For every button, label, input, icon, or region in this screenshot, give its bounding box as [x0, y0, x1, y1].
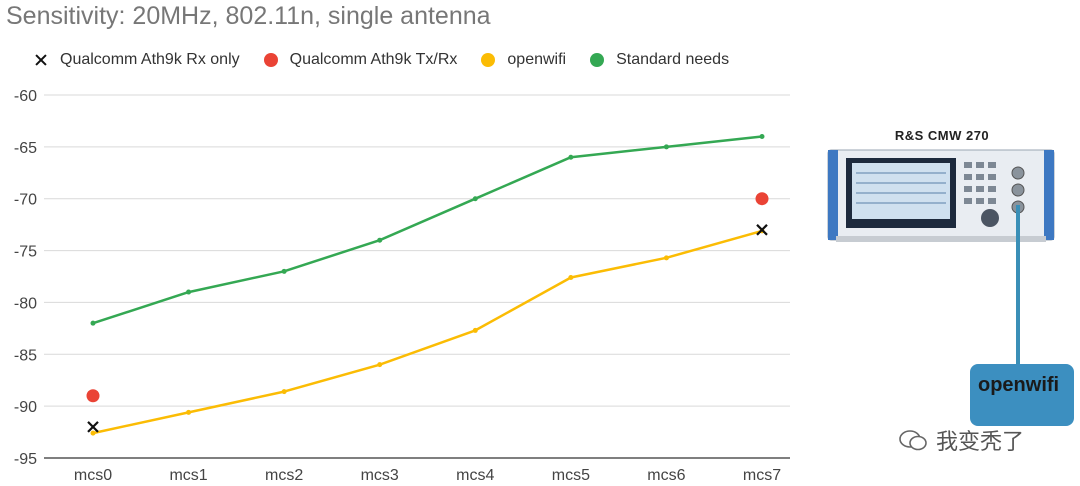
x-tick-label: mcs6	[647, 467, 685, 484]
legend: Qualcomm Ath9k Rx only Qualcomm Ath9k Tx…	[34, 50, 753, 70]
green-dot-icon	[590, 53, 605, 67]
data-point	[472, 327, 478, 333]
data-point	[377, 237, 383, 243]
watermark: 我变秃了	[898, 424, 1024, 456]
y-tick-label: -60	[14, 88, 37, 105]
x-tick-label: mcs1	[169, 467, 207, 484]
legend-item: Qualcomm Ath9k Tx/Rx	[263, 51, 458, 69]
data-point	[663, 144, 669, 150]
yellow-dot-icon	[481, 53, 496, 67]
line-chart: -60 -65 -70 -75 -80 -85 -90 -95 mcs0 mcs1 mcs2 mcs3…	[14, 88, 790, 484]
data-point	[755, 192, 769, 206]
openwifi-board: openwifi	[970, 364, 1074, 426]
legend-item: openwifi	[481, 51, 566, 69]
openwifi-label: openwifi	[978, 374, 1060, 396]
x-marker-point	[87, 421, 99, 433]
data-point	[568, 275, 574, 281]
x-tick-label: mcs7	[743, 467, 781, 484]
data-point	[568, 154, 574, 160]
device-label: R&S CMW 270	[894, 128, 990, 143]
data-point	[90, 320, 96, 326]
legend-label: Standard needs	[616, 51, 730, 68]
x-tick-label: mcs2	[265, 467, 303, 484]
y-tick-label: -95	[14, 451, 37, 468]
series-line-2	[92, 229, 763, 435]
data-point	[377, 362, 383, 368]
legend-label: Qualcomm Ath9k Tx/Rx	[289, 51, 458, 68]
y-tick-label: -65	[14, 140, 37, 157]
data-point	[281, 389, 287, 395]
data-point	[186, 289, 192, 295]
y-tick-label: -70	[14, 192, 37, 209]
x-tick-label: mcs4	[456, 467, 494, 484]
x-tick-label: mcs5	[552, 467, 590, 484]
x-tick-label: mcs0	[74, 467, 112, 484]
y-tick-label: -85	[14, 347, 37, 364]
rs-cmw270-device: R&S CMW 270	[826, 128, 1058, 250]
instrument-icon	[827, 149, 1055, 242]
data-point	[90, 430, 96, 436]
series-line-3	[92, 135, 763, 325]
y-tick-label: -75	[14, 244, 37, 261]
data-point	[472, 196, 478, 202]
legend-label: openwifi	[507, 51, 567, 68]
x-marker-point	[756, 224, 768, 236]
y-tick-label: -90	[14, 399, 37, 416]
legend-label: Qualcomm Ath9k Rx only	[60, 51, 240, 68]
chart-title: Sensitivity: 20MHz, 802.11n, single ante…	[6, 2, 491, 30]
data-point	[759, 133, 765, 139]
x-tick-label: mcs3	[361, 467, 399, 484]
data-point	[281, 268, 287, 274]
watermark-text: 我变秃了	[936, 429, 1025, 454]
data-point	[186, 409, 192, 415]
y-tick-label: -80	[14, 295, 37, 312]
legend-item: Qualcomm Ath9k Rx only	[34, 51, 240, 69]
rf-cable	[1016, 205, 1020, 365]
wechat-icon	[899, 430, 927, 451]
legend-item: Standard needs	[590, 51, 729, 69]
data-point	[663, 255, 669, 261]
data-point	[86, 389, 100, 403]
red-dot-icon	[263, 53, 278, 67]
